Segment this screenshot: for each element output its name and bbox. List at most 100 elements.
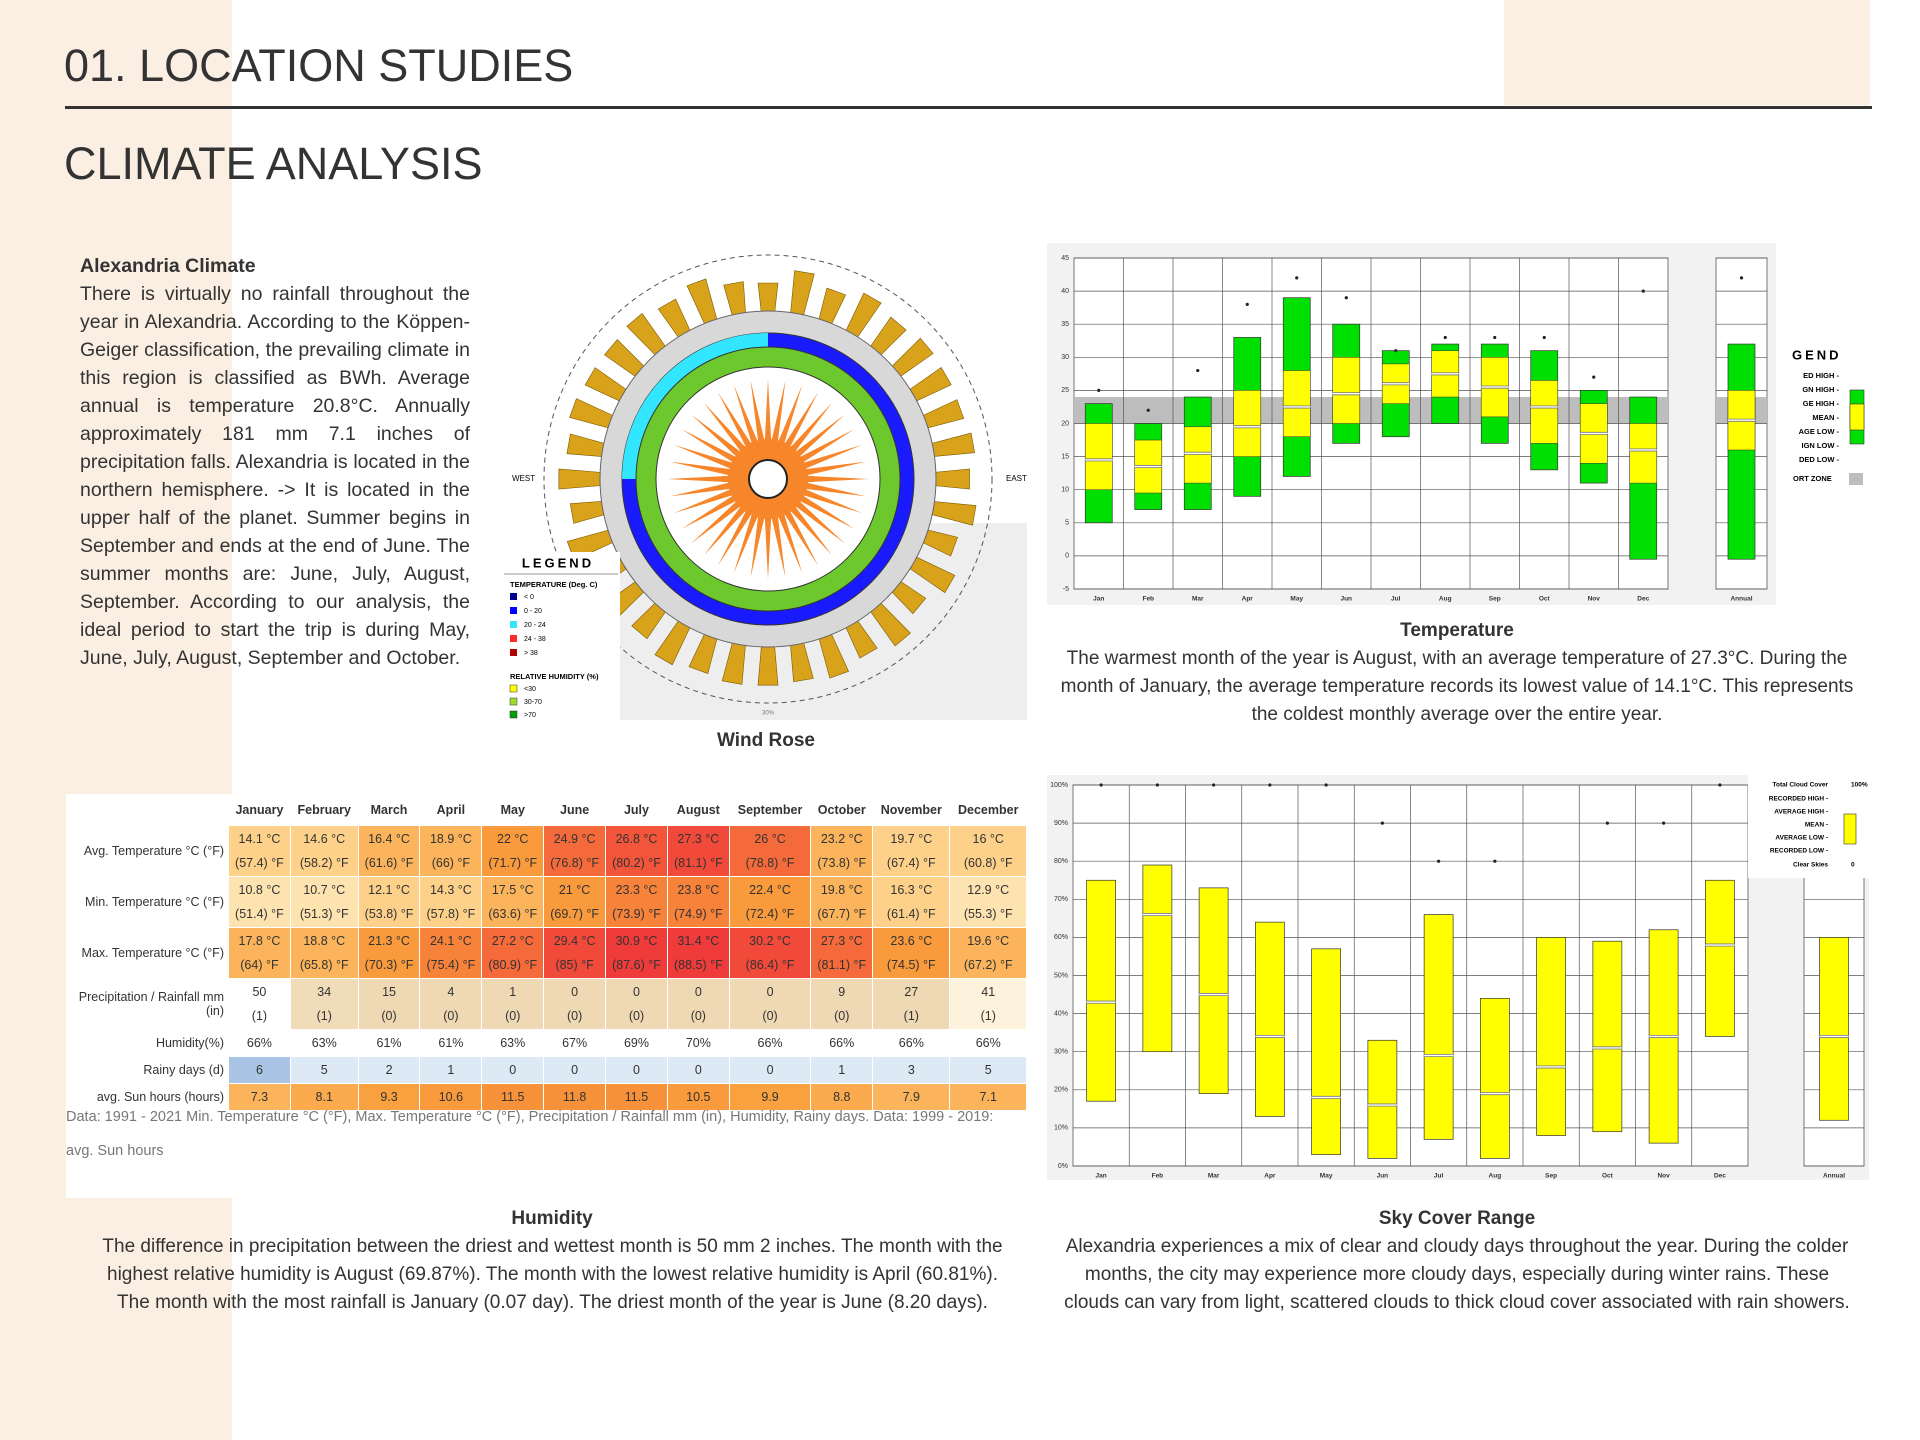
x-tick-label: Jun: [1340, 596, 1352, 603]
record-dot: [1324, 783, 1328, 787]
record-dot: [1146, 408, 1150, 412]
x-tick-label: Aug: [1439, 596, 1452, 603]
cell-text: 70%: [685, 1036, 711, 1050]
cell-text: 21 °C: [558, 883, 591, 897]
y-tick-label: 5: [1065, 520, 1069, 527]
legend-item: AVERAGE HIGH -: [1774, 809, 1828, 816]
table-cell: 9.3: [357, 1083, 421, 1111]
table-cell: 23.2 °C (73.8) °F: [810, 825, 874, 877]
record-dot: [1295, 276, 1299, 280]
cell-text: 9: [838, 985, 846, 999]
table-cell: 30.2 °C (86.4) °F: [728, 927, 812, 979]
x-tick-label: Nov: [1588, 596, 1601, 603]
rose-legend-swatch: [509, 684, 518, 693]
cell-text: 67%: [562, 1036, 588, 1050]
temperature-chart: -5 0 5 10 15 20 25 30 35 40 45 Jan Feb Mar Apr May Jun Ju…: [1047, 243, 1870, 612]
table-description: The difference in precipitation between …: [102, 1236, 1003, 1313]
cell-text: (80.9) °F: [488, 958, 538, 972]
row-label: Precipitation / Rainfall mm (in): [66, 978, 229, 1030]
record-dot: [1592, 375, 1596, 379]
record-dot: [1641, 289, 1645, 293]
page-subtitle: CLIMATE ANALYSIS: [64, 138, 483, 189]
cell-text: 23.6 °C: [890, 934, 933, 948]
box: [1819, 937, 1849, 1121]
record-dot: [1099, 783, 1103, 787]
table-row: Max. Temperature °C (°F) 17.8 °C (64) °F 18…: [66, 927, 1027, 979]
inner-box: [1085, 423, 1113, 490]
rose-legend-swatch: [510, 607, 517, 614]
cell-text: 11.5: [501, 1090, 525, 1104]
rose-legend-item: >70: [524, 712, 536, 719]
table-row: Avg. Temperature °C (°F) 14.1 °C (57.4) °F…: [66, 825, 1027, 877]
x-tick-label: Oct: [1539, 596, 1551, 603]
legend-item: MEAN -: [1812, 413, 1839, 422]
legend-item: ED HIGH -: [1803, 371, 1839, 380]
cell-text: 10.6: [438, 1090, 464, 1104]
cell-text: 69%: [623, 1036, 649, 1050]
corner-band: [1504, 0, 1870, 105]
box: [1423, 914, 1454, 1140]
table-cell: 19.7 °C (67.4) °F: [872, 825, 951, 877]
legend-swatch: [1843, 813, 1857, 845]
inner-box: [1332, 357, 1360, 424]
month-header: June: [543, 794, 607, 826]
x-tick-label: Jul: [1434, 1173, 1444, 1180]
box: [1142, 864, 1173, 1053]
row-label: avg. Sun hours (hours): [66, 1083, 229, 1111]
cell-text: (80.2) °F: [612, 856, 661, 870]
cell-text: (71.7) °F: [488, 856, 538, 870]
cell-text: (74.5) °F: [886, 958, 936, 972]
box: [1198, 887, 1229, 1094]
table-cell: 30.9 °C (87.6) °F: [605, 927, 668, 979]
table-cell: 11.8: [543, 1083, 607, 1111]
x-tick-label: Jan: [1093, 596, 1104, 603]
table-cell: 7.9: [872, 1083, 951, 1111]
cell-text: (61.6) °F: [364, 856, 414, 870]
table-cell: 66%: [810, 1029, 874, 1057]
table-cell: 0 (0): [728, 978, 812, 1030]
inner-box: [1530, 380, 1558, 444]
cell-text: (66) °F: [431, 856, 471, 870]
cell-text: 26 °C: [754, 832, 786, 846]
box: [1086, 879, 1116, 1102]
cell-text: 0: [766, 1063, 774, 1077]
cell-text: 66%: [757, 1036, 783, 1050]
table-cell: 8.8: [810, 1083, 874, 1111]
wind-rose: WEST EAST 30% LEGEND TEMPERATURE (Deg. C…: [502, 243, 1027, 733]
rose-legend-item: 30-70: [524, 699, 542, 706]
legend-item: DED LOW -: [1799, 455, 1839, 464]
cell-text: 10.8 °C: [238, 883, 281, 897]
table-cell: 16 °C (60.8) °F: [949, 825, 1027, 877]
intro: Alexandria Climate There is virtually no…: [80, 252, 470, 672]
rose-legend-swatch: [510, 649, 517, 656]
cell-text: 66%: [898, 1036, 924, 1050]
rose-legend-heading: RELATIVE HUMIDITY (%): [510, 672, 599, 681]
table-row: avg. Sun hours (hours) 7.3 8.1 9.3 10.6 11.5 1…: [66, 1083, 1027, 1111]
month-header: February: [289, 794, 359, 826]
table-cell: 15 (0): [357, 978, 421, 1030]
table-caption: Humidity: [511, 1208, 593, 1229]
intro-body: There is virtually no rainfall throughou…: [80, 283, 470, 669]
table-cell: 21 °C (69.7) °F: [543, 876, 607, 928]
table-cell: 24.1 °C (75.4) °F: [419, 927, 483, 979]
rose-legend-heading: TEMPERATURE (Deg. C): [510, 580, 598, 589]
y-tick-label: 30: [1061, 354, 1069, 361]
y-tick-label: 50%: [1054, 972, 1068, 979]
header-row: January February March April May June July Augu…: [66, 794, 1027, 826]
cell-text: (0): [505, 1009, 521, 1023]
box: [1592, 940, 1623, 1133]
cell-text: 0: [509, 1063, 517, 1077]
cell-text: 61%: [438, 1036, 464, 1050]
record-dot: [1718, 783, 1722, 787]
y-tick-label: 80%: [1054, 858, 1068, 865]
x-tick-label: Mar: [1208, 1173, 1220, 1180]
rose-legend-swatch: [509, 697, 518, 706]
rose-legend-swatch: [510, 621, 517, 628]
row-label: Humidity(%): [66, 1029, 229, 1057]
cell-text: 9.9: [761, 1090, 779, 1104]
cell-text: 24.1 °C: [429, 934, 472, 948]
x-tick-label: Oct: [1602, 1173, 1614, 1180]
cell-text: 61%: [376, 1036, 402, 1050]
record-dot: [1542, 335, 1546, 340]
cell-text: (51.3) °F: [299, 907, 349, 921]
